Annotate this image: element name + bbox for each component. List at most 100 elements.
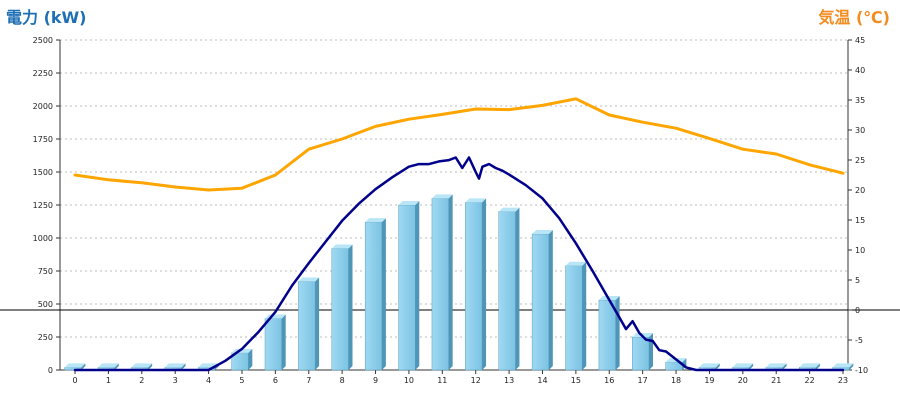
bar xyxy=(832,363,854,371)
x-tick-label: 11 xyxy=(437,376,447,385)
bar-top xyxy=(298,277,320,282)
bar xyxy=(799,363,820,371)
x-tick-label: 18 xyxy=(671,376,681,385)
x-tick-label: 6 xyxy=(273,376,278,385)
bar-top xyxy=(765,363,787,368)
bar-side xyxy=(515,207,520,370)
bar-side xyxy=(348,244,353,370)
right-tick-label: 0 xyxy=(855,306,860,315)
left-tick-label: 1000 xyxy=(33,234,53,243)
bar-front xyxy=(531,233,550,371)
x-tick-label: 21 xyxy=(771,376,781,385)
bar xyxy=(398,201,420,371)
x-tick-label: 13 xyxy=(504,376,514,385)
bar-side xyxy=(782,363,787,370)
x-tick-label: 14 xyxy=(537,376,547,385)
bar xyxy=(598,296,620,371)
x-tick-label: 16 xyxy=(604,376,614,385)
right-tick-label: -5 xyxy=(855,336,863,345)
left-axis-title: 電力 (kW) xyxy=(6,8,87,27)
bar-side xyxy=(248,348,253,370)
bar-front xyxy=(298,281,316,371)
bar-side xyxy=(715,363,720,370)
right-tick-label: 25 xyxy=(855,156,865,165)
left-tick-label: 1500 xyxy=(33,168,53,177)
left-tick-label: 1750 xyxy=(33,135,53,144)
x-tick-label: 22 xyxy=(805,376,815,385)
bar-side xyxy=(582,261,587,370)
x-tick-label: 15 xyxy=(571,376,581,385)
bar xyxy=(565,261,587,371)
bar-front xyxy=(431,198,449,371)
bar-front xyxy=(364,221,383,371)
bar-top xyxy=(699,363,720,368)
bar-side xyxy=(849,363,854,370)
x-tick-label: 10 xyxy=(404,376,414,385)
x-tick-label: 1 xyxy=(106,376,111,385)
bar-side xyxy=(114,363,119,370)
bar-front xyxy=(465,202,483,371)
bar xyxy=(164,363,186,371)
x-tick-label: 9 xyxy=(373,376,378,385)
bar xyxy=(331,244,353,371)
left-tick-label: 2500 xyxy=(33,36,53,45)
grid-lines xyxy=(60,39,848,338)
bar-side xyxy=(81,363,86,370)
bar-front xyxy=(264,318,282,371)
left-tick-label: 1250 xyxy=(33,201,53,210)
bar-top xyxy=(498,207,520,212)
left-tick-label: 0 xyxy=(48,366,53,375)
bar-side xyxy=(615,296,620,370)
bar-side xyxy=(482,198,487,370)
bar-top xyxy=(799,363,820,368)
power-line xyxy=(73,156,845,372)
line-series xyxy=(73,97,845,372)
x-tick-label: 0 xyxy=(72,376,77,385)
right-tick-label: 45 xyxy=(855,36,865,45)
bar xyxy=(498,207,520,371)
bar-side xyxy=(815,363,820,370)
temperature-line xyxy=(73,97,845,192)
bar xyxy=(264,314,286,371)
tick-labels: 02505007501000125015001750200022502500-1… xyxy=(33,36,868,385)
right-tick-label: 20 xyxy=(855,186,865,195)
bar xyxy=(698,363,720,371)
left-tick-label: 2250 xyxy=(33,69,53,78)
right-axis-title: 気温 (℃) xyxy=(818,8,890,27)
bar-top xyxy=(365,218,386,223)
bar-front xyxy=(632,336,650,371)
left-tick-label: 250 xyxy=(38,333,53,342)
x-tick-label: 23 xyxy=(838,376,848,385)
bar xyxy=(231,348,253,371)
bar-series xyxy=(64,194,854,371)
x-tick-label: 17 xyxy=(638,376,648,385)
bar-side xyxy=(682,358,687,370)
x-tick-label: 4 xyxy=(206,376,211,385)
bar xyxy=(531,230,553,371)
bar-top xyxy=(131,363,153,368)
bar-side xyxy=(649,333,653,370)
bar xyxy=(632,333,653,371)
bar xyxy=(431,194,453,371)
x-tick-label: 19 xyxy=(704,376,714,385)
bar-side xyxy=(181,363,186,370)
bar xyxy=(364,218,386,371)
x-tick-label: 2 xyxy=(139,376,144,385)
bar-top xyxy=(832,363,854,368)
x-tick-label: 3 xyxy=(173,376,178,385)
x-tick-label: 20 xyxy=(738,376,748,385)
bar-top xyxy=(532,230,553,235)
bar-top xyxy=(98,363,119,368)
bar-top xyxy=(164,363,186,368)
x-tick-label: 8 xyxy=(340,376,345,385)
bar-top xyxy=(732,363,754,368)
bar-top xyxy=(565,261,587,266)
left-tick-label: 500 xyxy=(38,300,53,309)
right-tick-label: 30 xyxy=(855,126,865,135)
right-tick-label: 15 xyxy=(855,216,865,225)
bar-side xyxy=(315,277,320,370)
bar-front xyxy=(565,265,583,371)
bar-front xyxy=(331,248,349,371)
bar-top xyxy=(465,198,487,203)
